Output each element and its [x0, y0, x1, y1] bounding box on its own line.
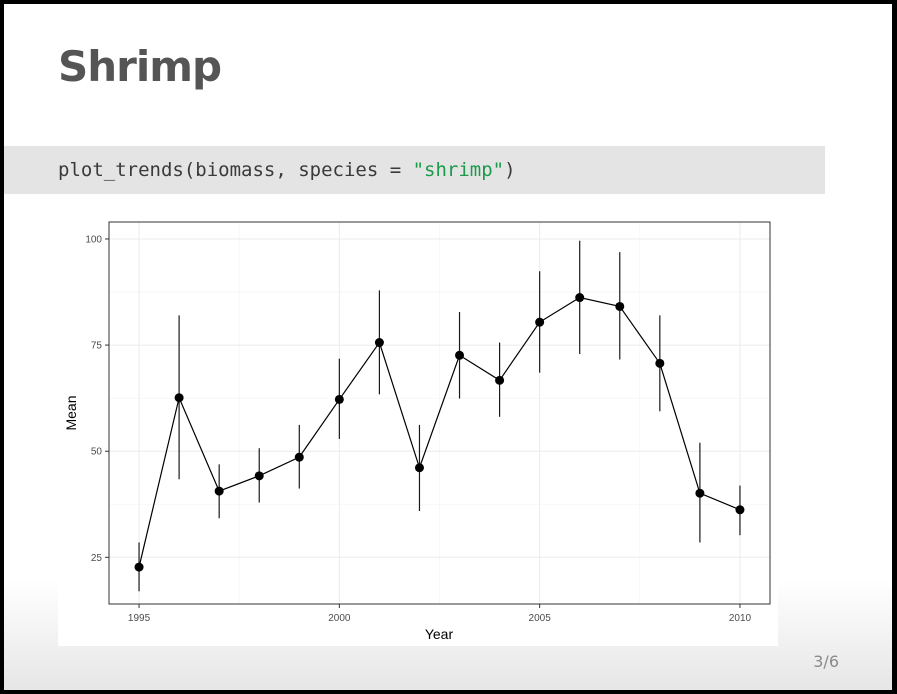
slide-title: Shrimp: [58, 42, 222, 91]
data-point: [695, 488, 705, 498]
plot-area: 1995 2000 2005 2010 25 50 75 100 Year Mean: [58, 212, 778, 646]
data-point: [535, 317, 545, 327]
y-tick-label: 75: [91, 341, 103, 352]
data-point: [134, 562, 144, 572]
data-point: [374, 338, 384, 348]
data-point: [495, 375, 505, 385]
x-tick-label: 1995: [128, 613, 151, 624]
data-point: [735, 505, 745, 515]
data-point: [254, 471, 264, 481]
data-point: [655, 358, 665, 368]
trend-chart: 1995 2000 2005 2010 25 50 75 100 Year Mean: [63, 221, 771, 642]
code-line: plot_trends(biomass, species = "shrimp"): [58, 159, 516, 181]
data-point: [575, 293, 585, 303]
code-closing-paren: ): [504, 159, 516, 181]
y-axis-label: Mean: [63, 395, 79, 430]
data-point: [615, 301, 625, 311]
code-block: plot_trends(biomass, species = "shrimp"): [4, 146, 825, 194]
y-tick-label: 50: [91, 447, 103, 458]
x-tick-label: 2005: [529, 613, 552, 624]
data-point: [455, 350, 465, 360]
x-tick-label: 2000: [328, 613, 351, 624]
y-axis-ticks: 25 50 75 100: [85, 234, 109, 564]
data-point: [414, 463, 424, 473]
page-number: 3/6: [813, 652, 839, 671]
slide: Shrimp plot_trends(biomass, species = "s…: [4, 4, 892, 690]
panel-border: [108, 221, 771, 605]
x-axis-label: Year: [425, 626, 454, 642]
trend-line: [138, 296, 741, 568]
data-point: [294, 452, 304, 462]
y-tick-label: 100: [85, 234, 102, 245]
x-tick-label: 2010: [729, 613, 752, 624]
code-string-literal: "shrimp": [412, 159, 505, 181]
y-tick-label: 25: [91, 553, 103, 564]
data-point: [334, 394, 344, 404]
data-point: [174, 393, 184, 403]
data-points: [134, 293, 745, 572]
code-call: plot_trends(biomass, species =: [58, 159, 413, 181]
data-point: [214, 486, 224, 496]
x-axis-ticks: 1995 2000 2005 2010: [128, 604, 752, 624]
